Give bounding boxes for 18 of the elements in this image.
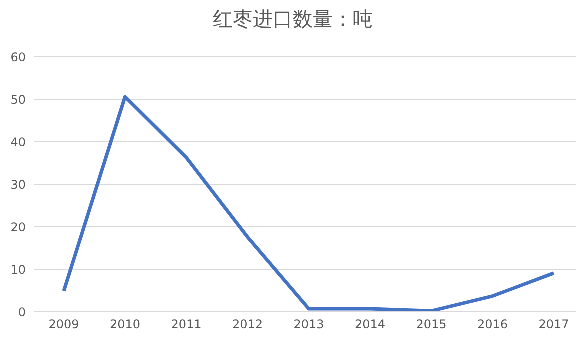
y-tick-label: 40: [10, 135, 26, 150]
chart-title: 红枣进口数量：吨: [212, 6, 374, 33]
x-tick-label: 2009: [48, 318, 80, 332]
x-tick-label: 2016: [477, 318, 508, 332]
x-tick-label: 2012: [232, 318, 264, 332]
y-tick-label: 0: [18, 305, 26, 320]
y-tick-label: 20: [10, 220, 26, 234]
y-tick-label: 30: [10, 178, 26, 192]
x-tick-label: 2014: [354, 318, 386, 332]
y-tick-label: 10: [10, 262, 26, 277]
x-tick-label: 2013: [294, 318, 324, 332]
x-tick-label: 2010: [110, 318, 141, 332]
x-tick-label: 2015: [416, 318, 447, 332]
x-tick-label: 2011: [171, 318, 202, 332]
x-tick-label: 2017: [538, 318, 570, 332]
y-tick-label: 60: [10, 50, 26, 64]
line-series: [62, 95, 556, 312]
y-tick-label: 50: [10, 92, 26, 107]
